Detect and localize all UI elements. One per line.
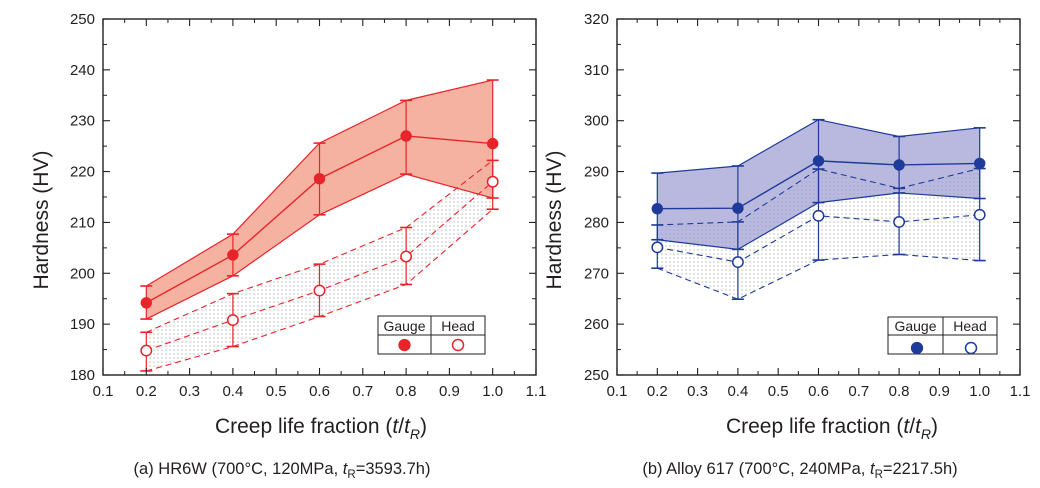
x-tick-label-b: 0.2 xyxy=(647,383,668,400)
x-tick-label-a: 0.3 xyxy=(179,383,200,400)
y-axis-title-b: Hardness (HV) xyxy=(543,151,566,290)
legend-label-gauge-b: Gauge xyxy=(894,318,936,334)
head-point-b xyxy=(893,215,906,228)
x-tick-label-a: 0.6 xyxy=(309,383,330,400)
x-tick-label-a: 0.5 xyxy=(266,383,287,400)
head-point-b xyxy=(812,209,825,222)
head-point-a xyxy=(313,284,326,297)
y-tick-label-b: 320 xyxy=(584,11,609,28)
head-upper-line-b xyxy=(657,167,980,226)
y-tick-label-b: 300 xyxy=(584,113,609,130)
panel-a-hr6w: 0.1 0.2 0.3 0.4 0.5 0.6 0.7 0.8 0.9 1.0 1.1 180 190 2… xyxy=(30,11,546,481)
legend-b: Gauge Head xyxy=(887,316,998,355)
x-axis-title-a: Creep life fraction (t/tR) xyxy=(215,415,427,442)
y-tick-label-b: 270 xyxy=(584,265,609,282)
x-tick-label-b: 1.0 xyxy=(969,383,990,400)
x-tick-label-b: 0.8 xyxy=(889,383,910,400)
y-tick-label-b: 260 xyxy=(584,316,609,333)
legend-marker-head-a xyxy=(451,338,465,352)
x-tick-label-a: 1.0 xyxy=(482,383,503,400)
x-tick-label-b: 0.4 xyxy=(727,383,748,400)
head-point-a xyxy=(140,344,153,357)
y-axis-title-a: Hardness (HV) xyxy=(30,151,53,290)
head-upper-line-a xyxy=(146,159,494,333)
x-tick-label-b: 1.1 xyxy=(1010,383,1031,400)
legend-marker-head-b xyxy=(964,341,978,355)
gauge-point-b xyxy=(732,202,744,214)
y-tick-label-a: 180 xyxy=(70,367,95,384)
x-axis-title-b: Creep life fraction (t/tR) xyxy=(726,415,938,442)
gauge-point-a xyxy=(140,297,153,309)
legend-label-gauge-a: Gauge xyxy=(383,318,425,334)
x-tick-label-b: 0.9 xyxy=(929,383,950,400)
y-tick-label-b: 250 xyxy=(584,367,609,384)
head-point-b xyxy=(731,256,744,269)
legend-label-head-a: Head xyxy=(441,318,474,334)
gauge-point-b xyxy=(812,155,825,167)
y-tick-label-a: 220 xyxy=(70,164,95,181)
x-tick-label-b: 0.6 xyxy=(808,383,829,400)
head-point-a xyxy=(400,250,413,263)
x-tick-label-a: 0.1 xyxy=(93,383,114,400)
x-tick-label-a: 0.8 xyxy=(396,383,417,400)
legend-marker-gauge-a xyxy=(398,338,411,352)
x-tick-label-a: 0.9 xyxy=(439,383,460,400)
gauge-point-a xyxy=(227,249,239,261)
legend-label-head-b: Head xyxy=(953,318,986,334)
plot-area-b: 0.1 0.2 0.3 0.4 0.5 0.6 0.7 0.8 0.9 1.0 1.1 250 260 2… xyxy=(584,11,1030,400)
head-point-a xyxy=(486,175,499,188)
legend-a: Gauge Head xyxy=(377,315,486,355)
panel-b-alloy617: 0.1 0.2 0.3 0.4 0.5 0.6 0.7 0.8 0.9 1.0 1.1 250 260 2… xyxy=(543,11,1030,481)
head-point-b xyxy=(973,208,986,221)
legend-marker-gauge-b xyxy=(910,341,924,355)
x-tick-label-a: 0.2 xyxy=(136,383,157,400)
y-tick-label-a: 190 xyxy=(70,316,95,333)
x-tick-label-a: 1.1 xyxy=(526,383,547,400)
panel-caption-b: (b) Alloy 617 (700°C, 240MPa, tR=2217.5h… xyxy=(642,460,957,481)
head-point-b xyxy=(651,241,664,254)
x-tick-label-b: 0.7 xyxy=(848,383,869,400)
y-tick-label-a: 240 xyxy=(70,62,95,79)
x-tick-label-a: 0.7 xyxy=(352,383,373,400)
gauge-point-a xyxy=(400,130,412,142)
x-tick-label-b: 0.5 xyxy=(768,383,789,400)
y-tick-label-a: 210 xyxy=(70,214,95,231)
x-tick-label-b: 0.1 xyxy=(607,383,628,400)
gauge-point-b xyxy=(651,202,663,215)
panel-caption-a: (a) HR6W (700°C, 120MPa, tR=3593.7h) xyxy=(134,460,431,481)
y-tick-label-b: 290 xyxy=(584,164,609,181)
gauge-point-a xyxy=(487,137,499,150)
gauge-point-a xyxy=(313,172,326,185)
head-point-a xyxy=(226,314,239,327)
y-tick-label-a: 230 xyxy=(70,113,95,130)
x-tick-label-a: 0.4 xyxy=(222,383,243,400)
y-tick-label-b: 280 xyxy=(584,214,609,231)
y-tick-label-b: 310 xyxy=(584,62,609,79)
gauge-point-b xyxy=(974,157,986,170)
plot-area-a: 0.1 0.2 0.3 0.4 0.5 0.6 0.7 0.8 0.9 1.0 1.1 180 190 2… xyxy=(70,11,546,400)
gauge-point-b xyxy=(893,159,905,171)
y-tick-label-a: 200 xyxy=(70,265,95,282)
y-tick-label-a: 250 xyxy=(70,11,95,28)
x-tick-label-b: 0.3 xyxy=(687,383,708,400)
